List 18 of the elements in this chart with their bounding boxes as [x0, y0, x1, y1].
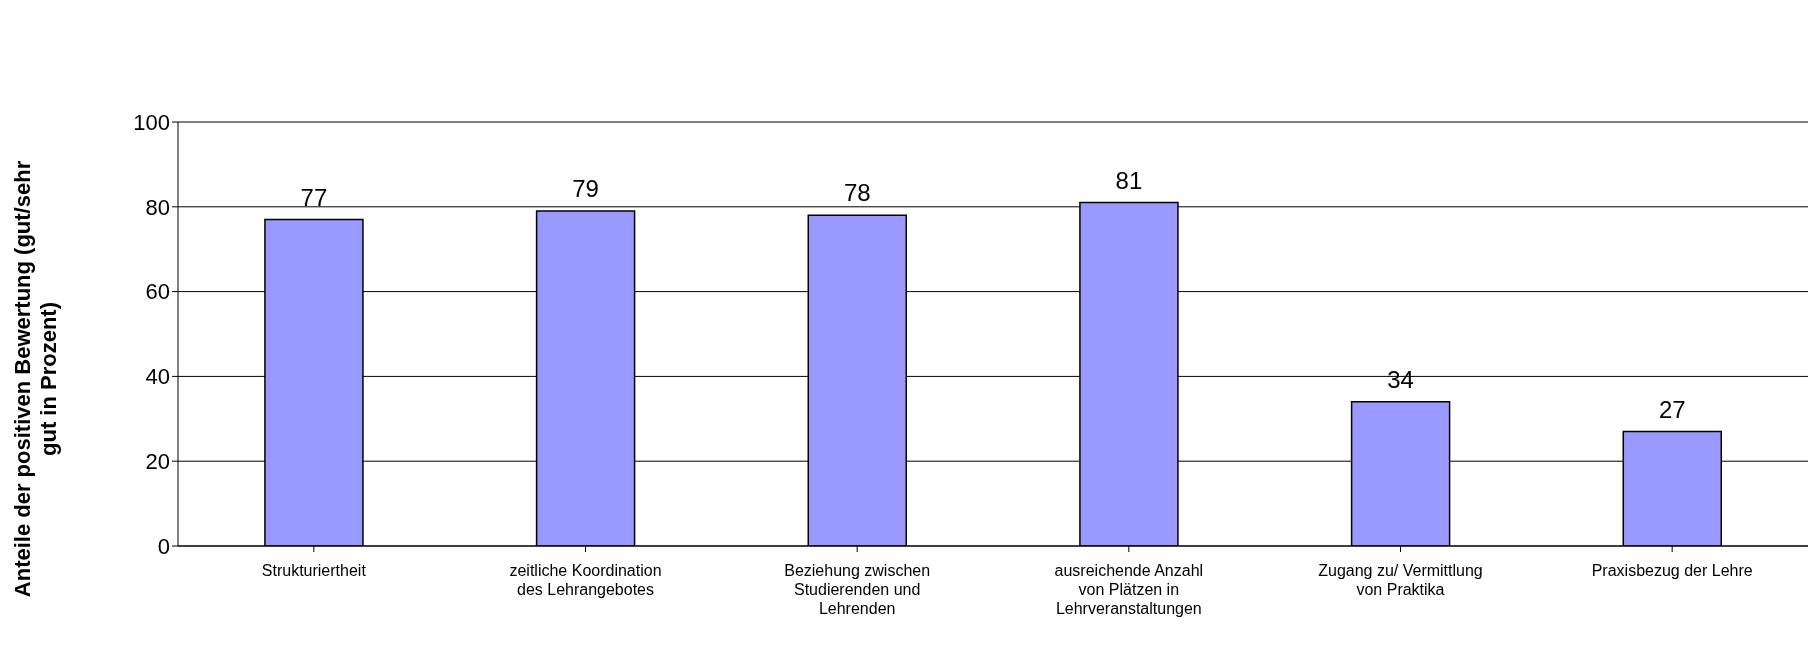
- y-axis-title: Anteile der positiven Bewertung (gut/sehr gut in Prozent): [10, 160, 61, 598]
- y-tick-label: 20: [145, 449, 170, 475]
- x-tick-label: ausreichende Anzahl von Plätzen in Lehrveranstaltungen: [1054, 562, 1204, 617]
- x-tick-label: Beziehung zwischen Studierenden und Lehrenden: [784, 562, 931, 617]
- data-label: 79: [572, 175, 599, 203]
- x-tick-label: zeitliche Koordination des Lehrangebotes: [509, 562, 662, 598]
- data-label: 81: [1115, 166, 1143, 194]
- y-tick-label: 0: [157, 533, 170, 559]
- x-tick-label: Zugang zu/ Vermittlung von Praktika: [1318, 562, 1483, 598]
- y-tick-label: 40: [145, 364, 170, 390]
- y-tick-label: 100: [133, 109, 170, 135]
- x-tick-label: Praxisbezug der Lehre: [1591, 562, 1753, 579]
- y-tick-label: 80: [145, 194, 170, 220]
- data-label: 27: [1658, 395, 1686, 423]
- x-tick-label: Strukturiertheit: [261, 562, 367, 579]
- y-tick-label: 60: [145, 279, 170, 305]
- data-label: 78: [843, 179, 871, 207]
- data-label: 77: [300, 183, 328, 211]
